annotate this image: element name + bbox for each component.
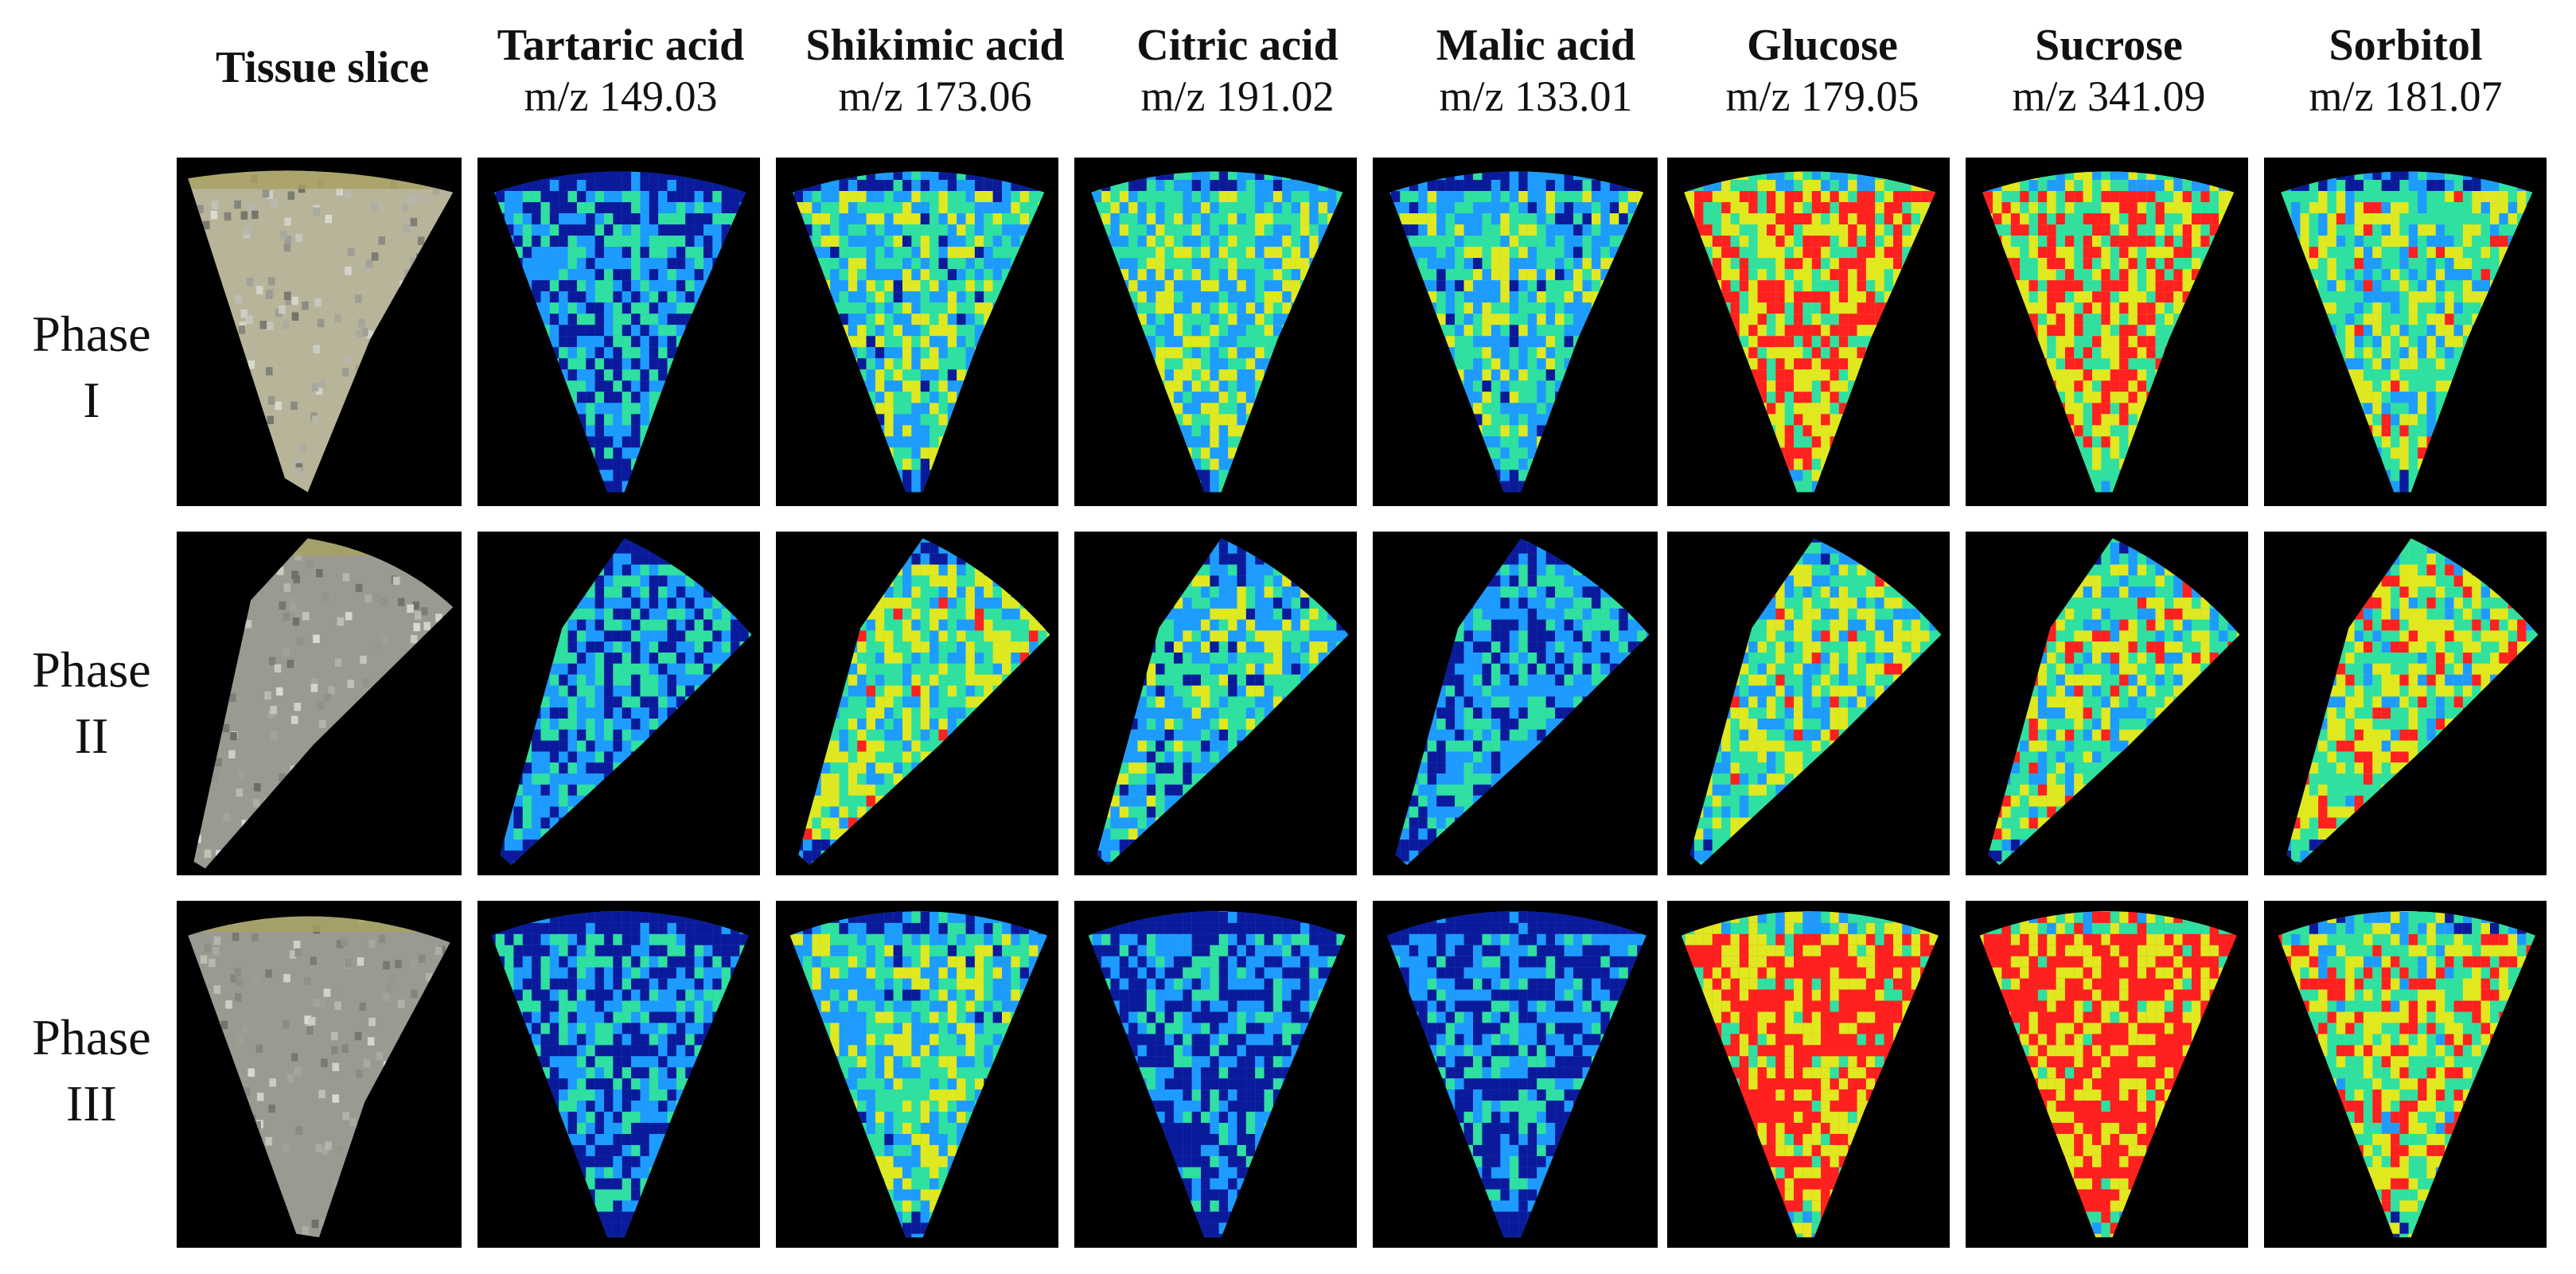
column-header-glucose: Glucose m/z 179.05 — [1679, 19, 1966, 123]
row-label-line2: II — [0, 703, 183, 769]
tartaric-acid-ion-image — [477, 158, 760, 506]
column-title: Sucrose — [1966, 19, 2252, 72]
tartaric-acid-ion-image — [477, 901, 760, 1248]
sucrose-ion-image — [1966, 158, 2248, 506]
sucrose-ion-image — [1966, 532, 2248, 875]
column-mz: m/z 181.07 — [2262, 72, 2549, 123]
row-label-line2: I — [0, 367, 183, 433]
column-title: Citric acid — [1094, 19, 1381, 72]
column-header-tartaric-acid: Tartaric acid m/z 149.03 — [477, 19, 764, 123]
column-title: Shikimic acid — [792, 19, 1078, 72]
glucose-ion-image — [1667, 532, 1950, 875]
column-header-sorbitol: Sorbitol m/z 181.07 — [2262, 19, 2549, 123]
column-mz: m/z 341.09 — [1966, 72, 2252, 123]
row-label-phase-1: Phase I — [0, 301, 183, 433]
column-header-citric-acid: Citric acid m/z 191.02 — [1094, 19, 1381, 123]
glucose-ion-image — [1667, 901, 1950, 1248]
column-mz: m/z 133.01 — [1393, 72, 1679, 123]
malic-acid-ion-image — [1373, 158, 1658, 506]
column-header-tissue-slice: Tissue slice — [179, 41, 466, 94]
malic-acid-ion-image — [1373, 532, 1658, 875]
column-title: Tartaric acid — [477, 19, 764, 72]
row-label-line2: III — [0, 1070, 183, 1136]
row-label-phase-3: Phase III — [0, 1004, 183, 1136]
sucrose-ion-image — [1966, 901, 2248, 1248]
row-label-line1: Phase — [0, 301, 183, 367]
column-mz: m/z 179.05 — [1679, 72, 1966, 123]
column-title: Tissue slice — [179, 41, 466, 94]
column-title: Malic acid — [1393, 19, 1679, 72]
tissue-slice-image — [177, 532, 462, 875]
column-mz: m/z 173.06 — [792, 72, 1078, 123]
shikimic-acid-ion-image — [776, 532, 1058, 875]
column-header-sucrose: Sucrose m/z 341.09 — [1966, 19, 2252, 123]
tissue-slice-image — [177, 158, 462, 506]
sorbitol-ion-image — [2264, 532, 2547, 875]
column-header-malic-acid: Malic acid m/z 133.01 — [1393, 19, 1679, 123]
citric-acid-ion-image — [1074, 901, 1357, 1248]
column-title: Sorbitol — [2262, 19, 2549, 72]
shikimic-acid-ion-image — [776, 158, 1058, 506]
malic-acid-ion-image — [1373, 901, 1658, 1248]
tissue-slice-image — [177, 901, 462, 1248]
sorbitol-ion-image — [2264, 158, 2547, 506]
row-label-phase-2: Phase II — [0, 637, 183, 769]
column-title: Glucose — [1679, 19, 1966, 72]
column-header-shikimic-acid: Shikimic acid m/z 173.06 — [792, 19, 1078, 123]
row-label-line1: Phase — [0, 637, 183, 703]
sorbitol-ion-image — [2264, 901, 2547, 1248]
column-mz: m/z 149.03 — [477, 72, 764, 123]
glucose-ion-image — [1667, 158, 1950, 506]
shikimic-acid-ion-image — [776, 901, 1058, 1248]
citric-acid-ion-image — [1074, 158, 1357, 506]
row-label-line1: Phase — [0, 1004, 183, 1070]
tartaric-acid-ion-image — [477, 532, 760, 875]
column-mz: m/z 191.02 — [1094, 72, 1381, 123]
citric-acid-ion-image — [1074, 532, 1357, 875]
